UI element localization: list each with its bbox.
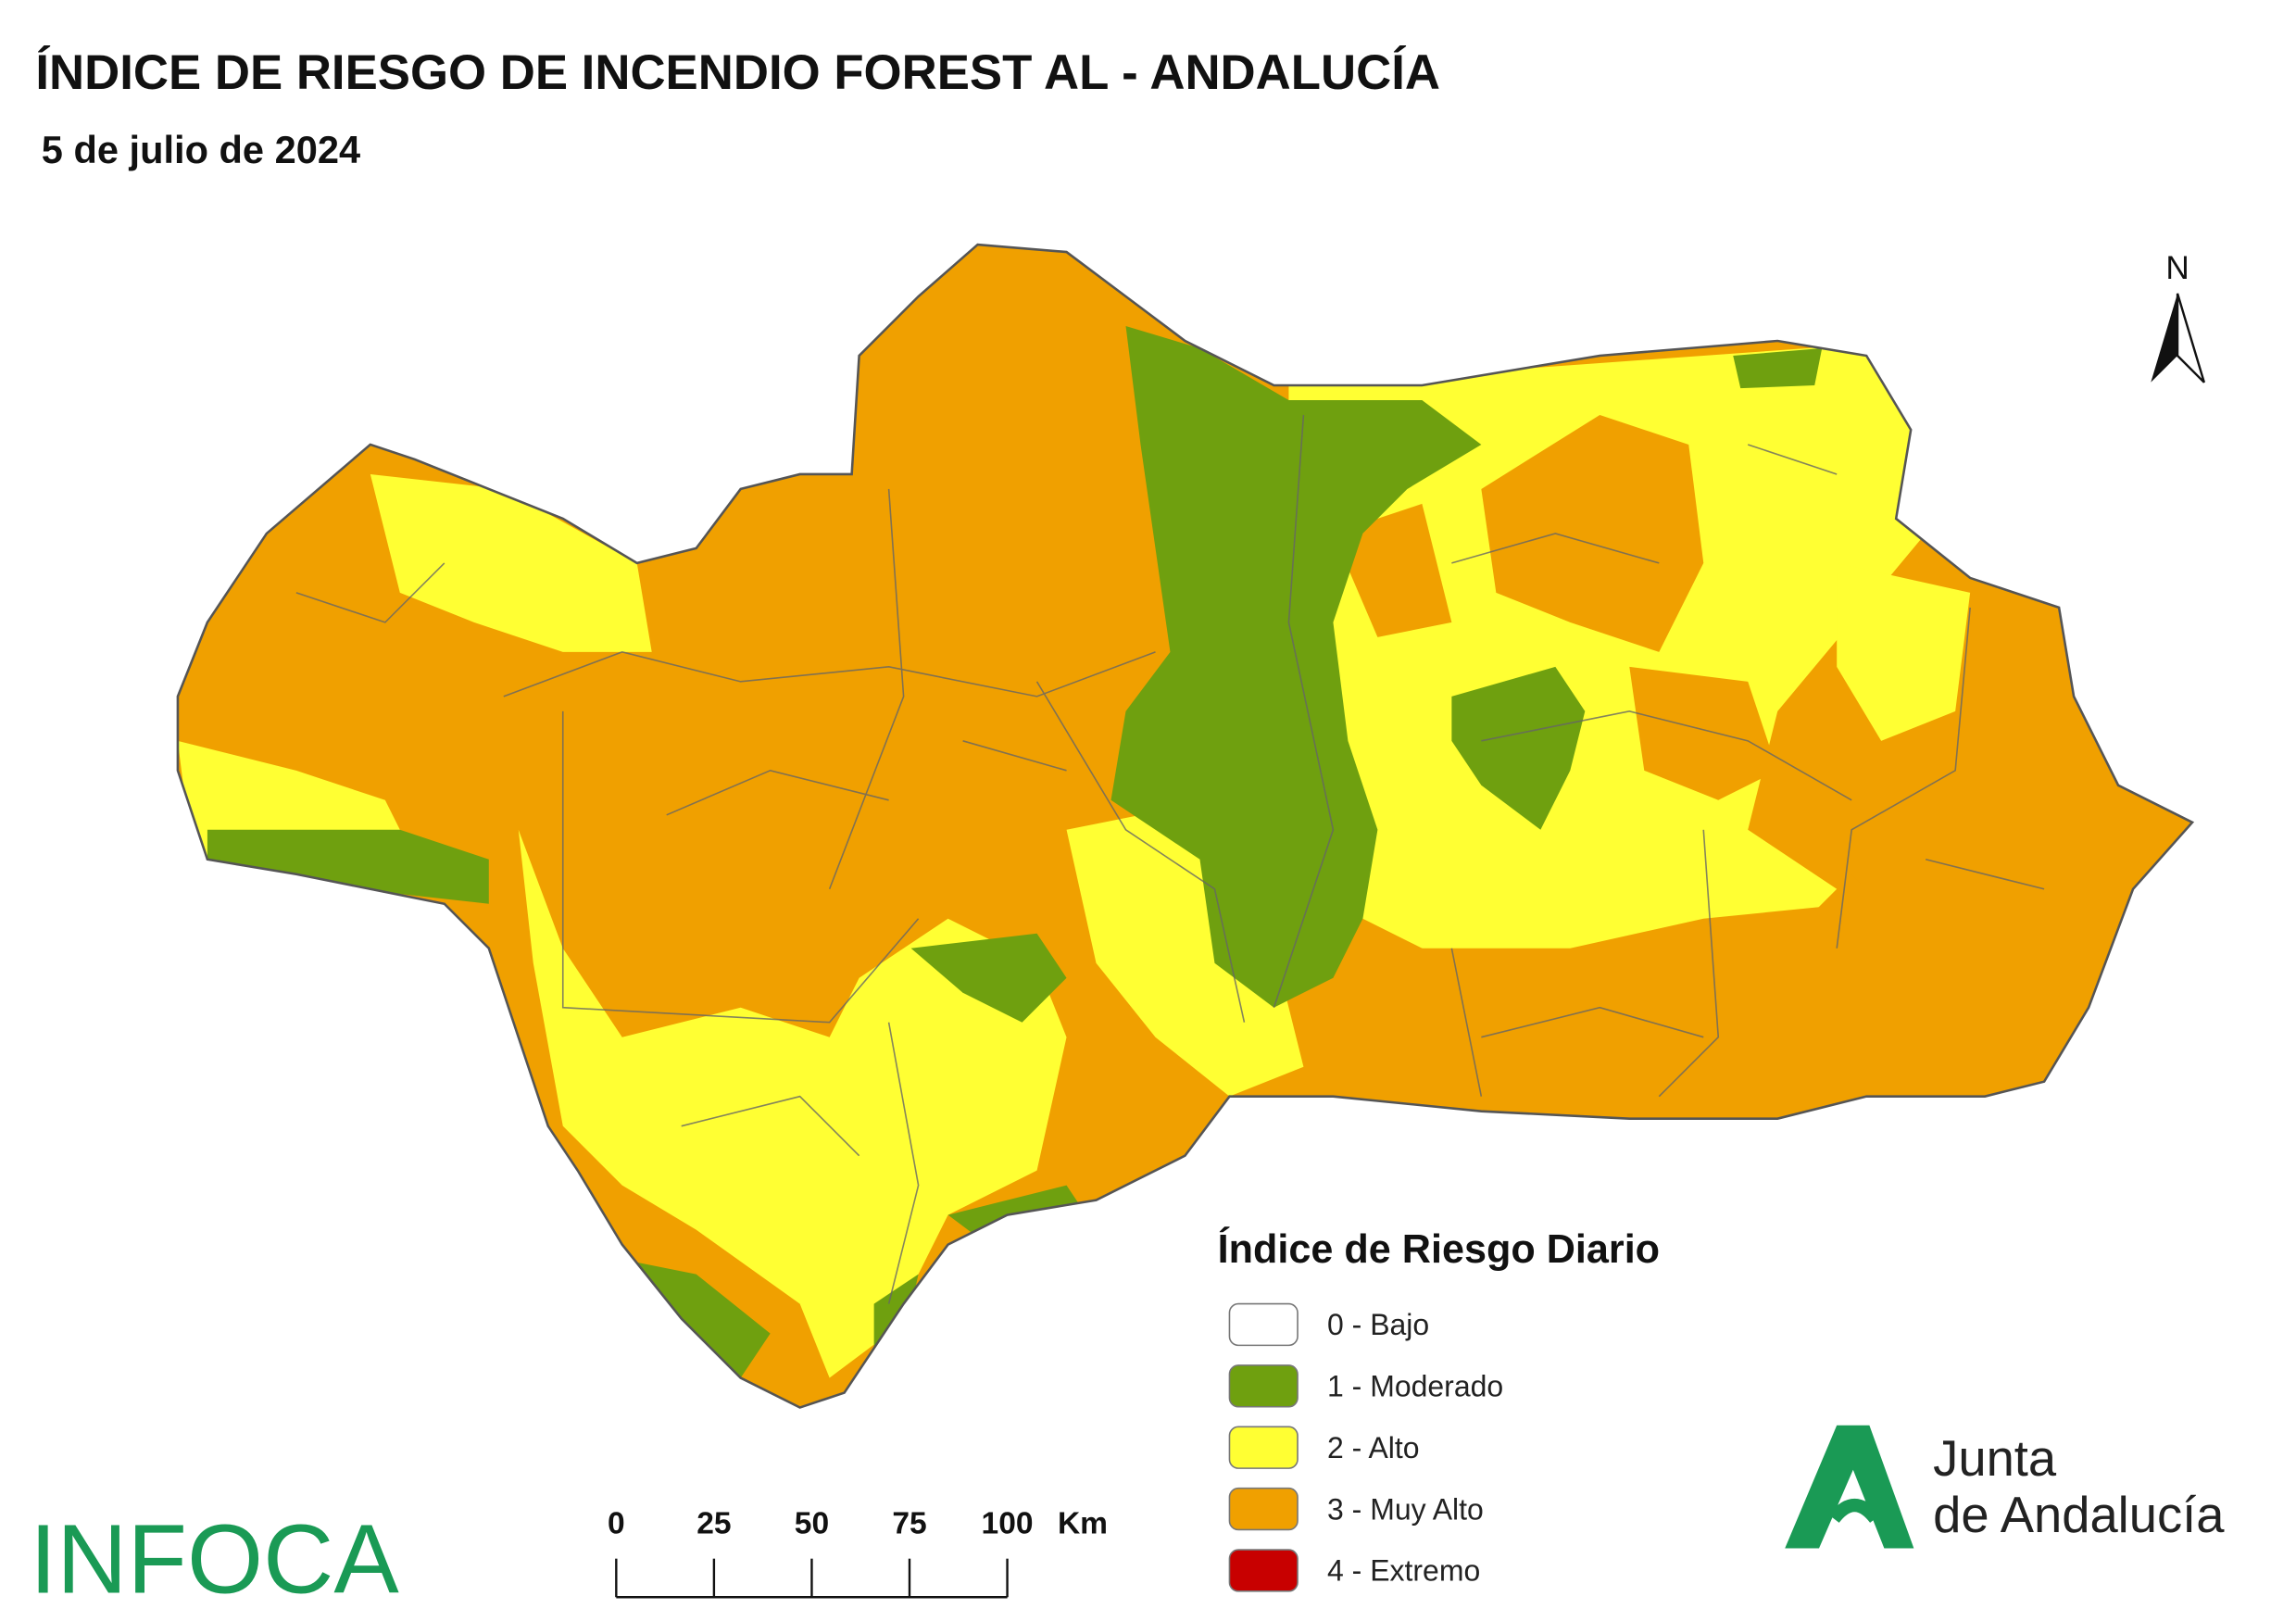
legend-title: Índice de Riesgo Diario <box>1218 1227 1660 1272</box>
scale-label: 25 <box>696 1506 731 1540</box>
north-label: N <box>2165 250 2189 286</box>
junta-text: Junta <box>1933 1430 2057 1487</box>
legend-label: 3 - Muy Alto <box>1327 1492 1484 1526</box>
legend-swatch <box>1228 1302 1299 1347</box>
legend-label: 0 - Bajo <box>1327 1308 1429 1341</box>
legend-swatch <box>1228 1549 1299 1592</box>
junta-logo: Junta de Andalucía <box>1785 1425 2225 1549</box>
junta-text: de Andalucía <box>1933 1487 2225 1543</box>
region-map <box>176 243 2194 1409</box>
legend: Índice de Riesgo Diario 0 - Bajo 1 - Mode… <box>1218 1227 1660 1592</box>
legend-label: 4 - Extremo <box>1327 1554 1480 1588</box>
north-arrow: N <box>2151 250 2205 383</box>
scale-label: 75 <box>892 1506 926 1540</box>
legend-swatch <box>1228 1426 1299 1469</box>
title: ÍNDICE DE RIESGO DE INCENDIO FOREST AL -… <box>35 44 1440 100</box>
legend-label: 1 - Moderado <box>1327 1370 1503 1403</box>
legend-label: 2 - Alto <box>1327 1431 1420 1464</box>
scale-bar: 0 25 50 75 100 Km <box>608 1506 1108 1599</box>
scale-unit: Km <box>1058 1506 1108 1540</box>
infoca-logo: INFOCA <box>30 1504 399 1614</box>
scale-label: 100 <box>982 1506 1034 1540</box>
legend-swatch <box>1228 1487 1299 1531</box>
scale-label: 0 <box>608 1506 625 1540</box>
legend-swatch <box>1228 1364 1299 1408</box>
subtitle: 5 de julio de 2024 <box>42 128 360 171</box>
scale-label: 50 <box>795 1506 829 1540</box>
